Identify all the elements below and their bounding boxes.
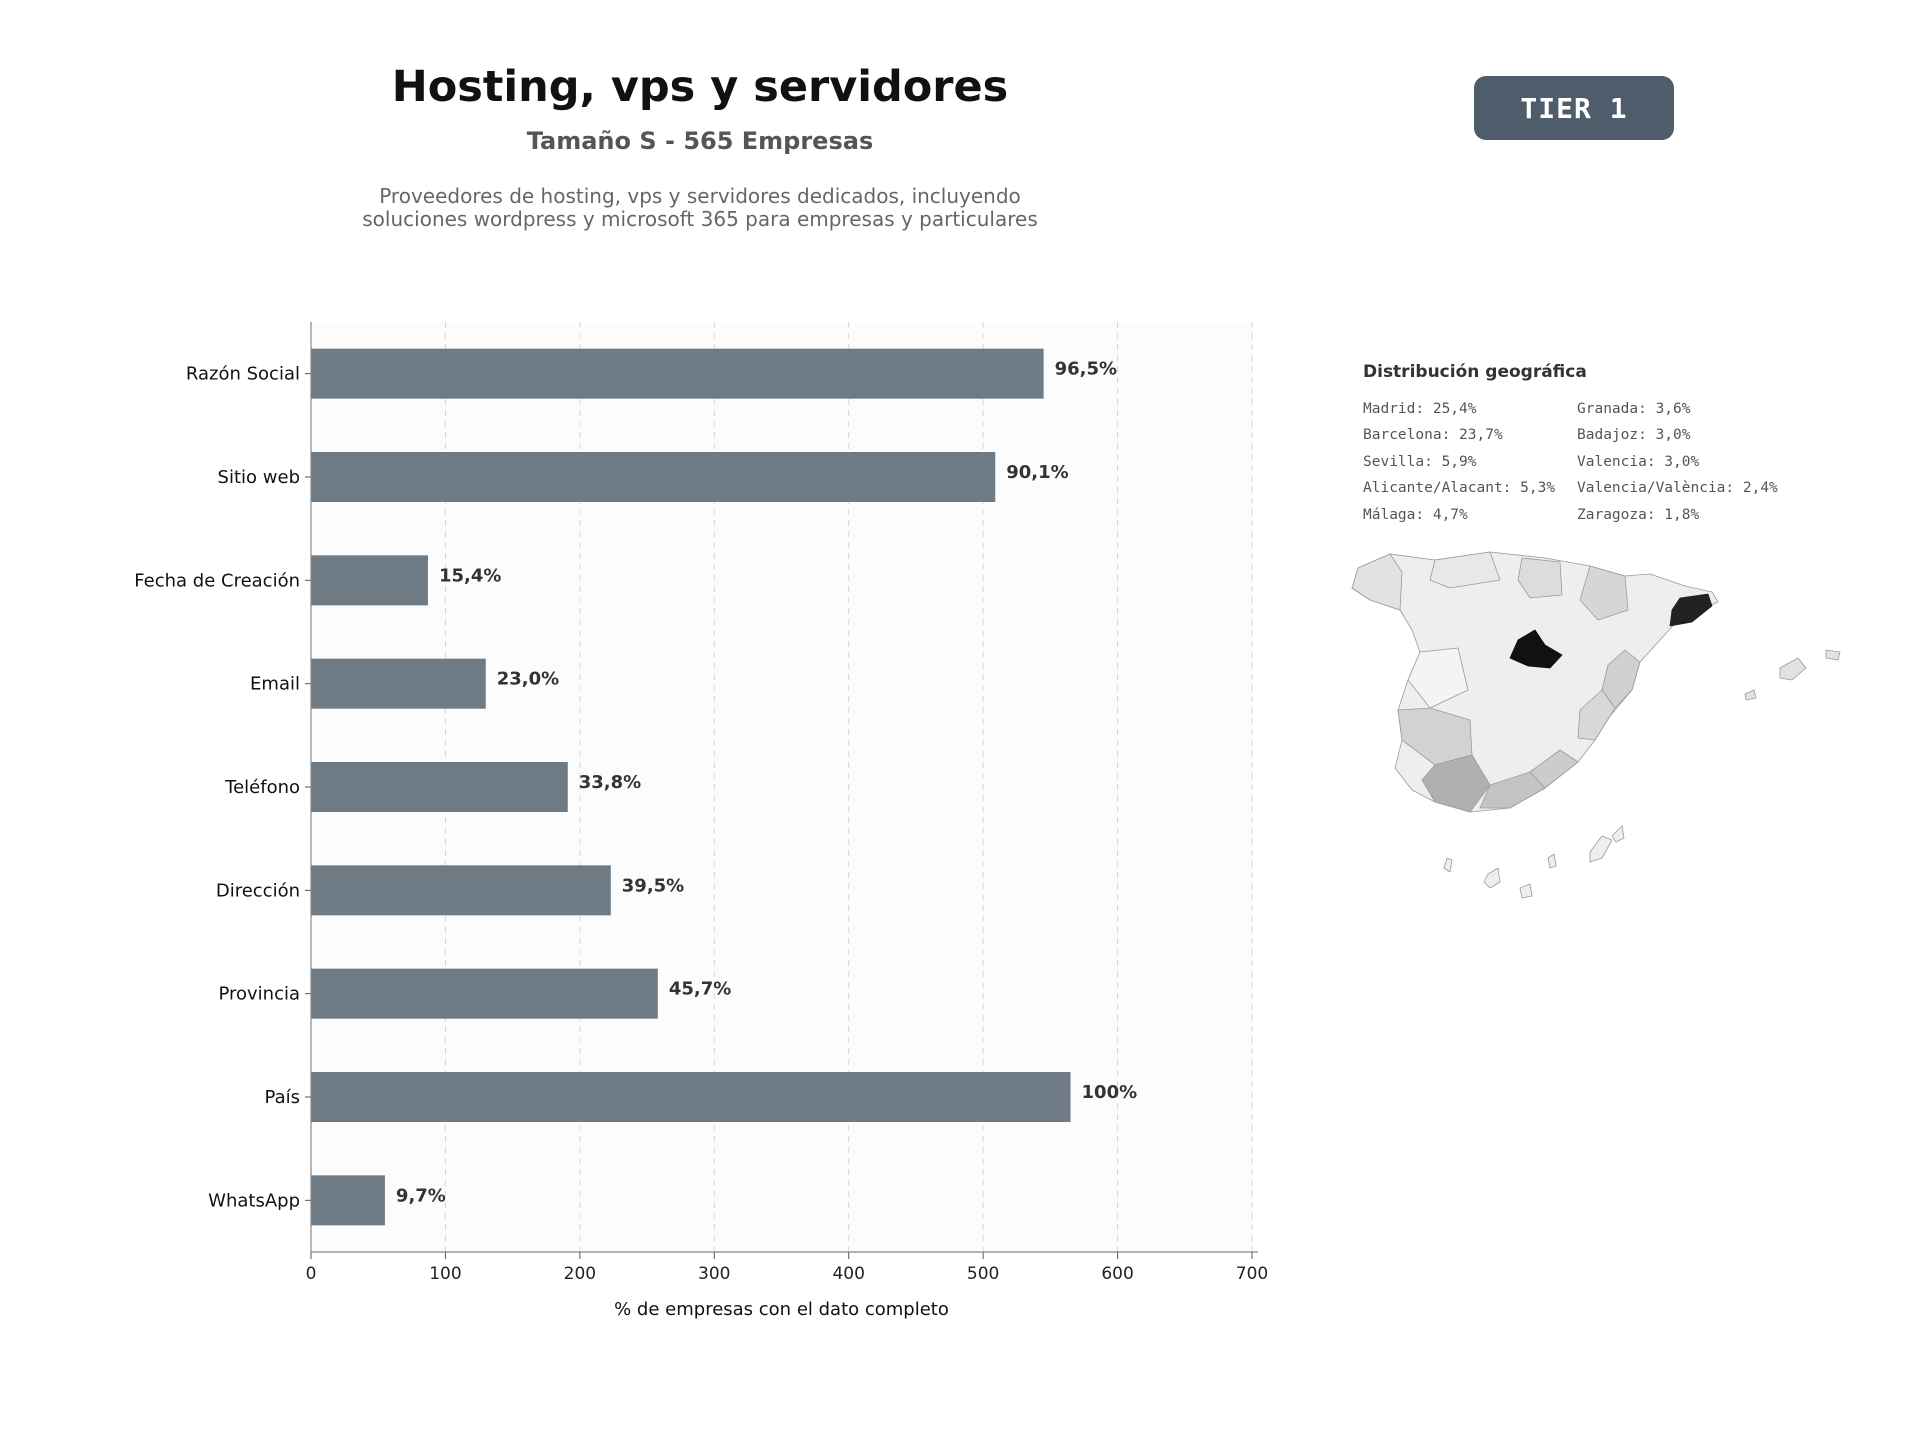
geo-item: Madrid: 25,4% xyxy=(1363,401,1477,417)
x-tick-label: 400 xyxy=(832,1264,864,1284)
bar xyxy=(311,762,568,812)
map-region xyxy=(1421,754,1491,813)
y-tick-label: Fecha de Creación xyxy=(134,570,300,591)
geo-item: Valencia: 3,0% xyxy=(1577,453,1700,470)
map-region xyxy=(1579,565,1629,621)
map-island xyxy=(1547,853,1557,869)
data-label: 15,4% xyxy=(439,565,501,586)
geo-item: Sevilla: 5,9% xyxy=(1363,453,1477,470)
y-tick-label: Teléfono xyxy=(224,777,300,798)
geo-item: Badajoz: 3,0% xyxy=(1577,427,1691,444)
x-axis-label: % de empresas con el dato completo xyxy=(614,1299,949,1320)
geo-item: Alicante/Alacant: 5,3% xyxy=(1363,480,1556,497)
x-tick-label: 100 xyxy=(429,1264,461,1284)
y-tick-label: Razón Social xyxy=(186,364,300,385)
map-island xyxy=(1744,689,1757,701)
map-region xyxy=(1351,553,1403,611)
data-label: 90,1% xyxy=(1006,462,1068,483)
x-tick-label: 500 xyxy=(967,1264,999,1284)
bar xyxy=(311,555,428,606)
y-tick-label: País xyxy=(265,1087,300,1108)
x-tick-label: 0 xyxy=(306,1264,317,1284)
x-tick-label: 300 xyxy=(698,1264,730,1284)
x-tick-label: 700 xyxy=(1236,1264,1268,1284)
x-tick-label: 200 xyxy=(564,1264,596,1284)
map-region xyxy=(1529,749,1579,789)
description-line: soluciones wordpress y microsoft 365 par… xyxy=(362,207,1038,231)
map-region xyxy=(1517,557,1563,599)
bar xyxy=(311,658,486,709)
bar-chart: 0 100 200 300 400 500 600 700 Razón Social 96,5% S… xyxy=(134,322,1268,1320)
geo-item: Zaragoza: 1,8% xyxy=(1577,506,1700,523)
spain-map xyxy=(1351,551,1841,899)
bar xyxy=(311,865,611,916)
geo-item: Valencia/València: 2,4% xyxy=(1577,480,1778,497)
data-label: 9,7% xyxy=(396,1185,446,1206)
data-label: 45,7% xyxy=(669,979,731,1000)
geo-item: Barcelona: 23,7% xyxy=(1363,427,1503,444)
chart-subtitle: Tamaño S - 565 Empresas xyxy=(526,127,874,155)
y-tick-label: Sitio web xyxy=(218,467,300,488)
map-island xyxy=(1779,657,1807,681)
data-label: 23,0% xyxy=(497,669,559,690)
map-island xyxy=(1483,867,1501,889)
chart-description: Proveedores de hosting, vps y servidores… xyxy=(0,185,1400,231)
data-label: 33,8% xyxy=(579,772,641,793)
geo-distribution-title: Distribución geográfica xyxy=(1363,362,1587,382)
description-line: Proveedores de hosting, vps y servidores… xyxy=(379,184,1021,208)
bar xyxy=(311,348,1044,399)
y-tick-label: Dirección xyxy=(216,880,300,901)
data-label: 100% xyxy=(1082,1082,1138,1103)
geo-item: Málaga: 4,7% xyxy=(1363,506,1468,523)
bar xyxy=(311,452,996,502)
chart-title: Hosting, vps y servidores xyxy=(391,62,1009,112)
data-label: 39,5% xyxy=(622,875,684,896)
map-region-madrid xyxy=(1509,629,1563,669)
geo-distribution-list: Madrid: 25,4% Barcelona: 23,7% Sevilla: … xyxy=(1363,400,1823,532)
y-tick-label: Provincia xyxy=(218,984,300,1005)
map-island xyxy=(1611,825,1625,843)
bar xyxy=(311,1175,385,1226)
bar xyxy=(311,968,658,1019)
tier-badge: TIER 1 xyxy=(1474,76,1674,140)
x-tick-label: 600 xyxy=(1101,1264,1133,1284)
map-region-barcelona xyxy=(1669,593,1713,627)
map-island xyxy=(1589,835,1613,863)
map-region xyxy=(1407,647,1469,709)
y-tick-label: WhatsApp xyxy=(208,1190,300,1211)
bar xyxy=(311,1072,1071,1122)
geo-item: Granada: 3,6% xyxy=(1577,401,1691,417)
map-island xyxy=(1443,857,1453,873)
data-label: 96,5% xyxy=(1055,359,1117,380)
map-region xyxy=(1429,551,1501,589)
map-region xyxy=(1577,689,1616,741)
map-island xyxy=(1825,649,1841,661)
map-island xyxy=(1519,883,1533,899)
map-region xyxy=(1479,771,1546,809)
y-tick-label: Email xyxy=(250,674,300,695)
